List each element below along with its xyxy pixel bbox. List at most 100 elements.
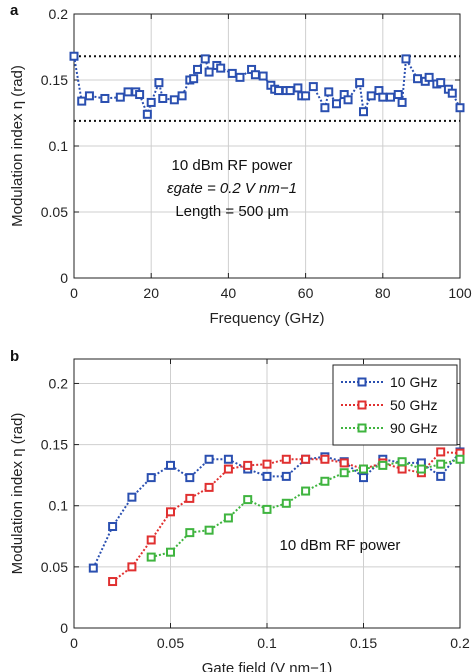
legend-marker [357, 377, 367, 387]
legend-marker [357, 400, 367, 410]
data-point [166, 507, 175, 517]
data-point [262, 471, 272, 481]
x-tick-label: 0.05 [157, 635, 184, 651]
data-point [88, 563, 98, 573]
y-tick-label: 0.2 [49, 375, 69, 391]
data-point [359, 107, 368, 117]
data-point [343, 95, 353, 105]
x-tick-label: 0 [70, 635, 78, 651]
x-tick-label: 0.2 [450, 635, 470, 651]
data-point [243, 460, 253, 470]
data-point [146, 552, 156, 562]
data-point [123, 87, 133, 97]
data-point [393, 90, 403, 100]
data-point [436, 471, 446, 481]
data-point [308, 82, 318, 92]
x-tick-label: 20 [143, 285, 159, 301]
data-point [200, 54, 210, 64]
data-point [169, 95, 179, 105]
x-tick-label: 0.1 [257, 635, 277, 651]
series-10-ghz [88, 447, 465, 573]
data-point [397, 464, 407, 474]
data-point [166, 547, 175, 557]
y-tick-label: 0.05 [41, 559, 68, 575]
data-point [262, 459, 272, 469]
data-point [447, 88, 457, 98]
data-point [223, 464, 233, 474]
data-point [158, 93, 168, 103]
data-point [397, 97, 407, 107]
data-point [185, 493, 195, 503]
y-tick-label: 0.15 [41, 437, 68, 453]
data-point [320, 454, 330, 464]
data-point [204, 454, 214, 464]
y-tick-label: 0.15 [41, 72, 68, 88]
data-point [69, 51, 79, 61]
x-tick-label: 0.15 [350, 635, 377, 651]
data-point [401, 54, 411, 64]
data-point [193, 64, 203, 74]
data-point [177, 91, 187, 101]
data-point [301, 454, 311, 464]
data-point [185, 528, 195, 538]
data-point [378, 92, 388, 102]
data-point [204, 525, 214, 535]
data-point [154, 78, 164, 88]
data-point [185, 473, 195, 483]
data-point [250, 70, 260, 80]
data-point [142, 109, 152, 119]
data-point [235, 72, 245, 82]
data-point [100, 93, 110, 103]
annotation-gate-field: εgate = 0.2 V nm−1 [167, 180, 297, 197]
data-point [243, 495, 253, 505]
data-point [127, 492, 137, 502]
annotation-power: 10 dBm RF power [172, 157, 293, 174]
y-tick-label: 0.2 [49, 6, 69, 22]
data-point [285, 86, 295, 96]
data-point [127, 562, 137, 572]
annotation-power: 10 dBm RF power [280, 537, 401, 554]
data-point [339, 458, 349, 468]
data-point [223, 454, 233, 464]
series-1 [69, 51, 465, 119]
annotation-length: Length = 500 μm [175, 203, 288, 220]
data-point [258, 71, 268, 81]
legend-label: 90 GHz [390, 420, 437, 436]
data-point [416, 464, 426, 474]
y-tick-label: 0.1 [49, 498, 69, 514]
x-axis-label: Frequency (GHz) [209, 310, 324, 327]
data-point [293, 83, 303, 93]
data-point [455, 103, 465, 113]
data-point [281, 498, 291, 508]
data-point [281, 454, 291, 464]
panel-a: a 0 20 40 60 80 100 0 0.05 0.1 0.15 0.2 Frequency (G… [9, 2, 472, 327]
data-point [108, 522, 118, 532]
data-point [216, 63, 226, 73]
panel-letter: b [10, 348, 19, 365]
data-point [386, 92, 396, 102]
data-point [146, 535, 156, 545]
data-point [227, 68, 237, 78]
data-point [301, 91, 311, 101]
data-point [223, 513, 233, 523]
data-point [436, 78, 446, 88]
data-point [301, 486, 311, 496]
data-point [189, 74, 199, 84]
data-point [413, 74, 423, 84]
data-point [204, 67, 214, 77]
data-point [77, 96, 87, 106]
data-point [281, 471, 291, 481]
y-tick-label: 0 [60, 620, 68, 636]
data-point [204, 482, 214, 492]
x-tick-label: 60 [298, 285, 314, 301]
data-point [424, 72, 434, 82]
x-tick-label: 0 [70, 285, 78, 301]
data-point [166, 460, 175, 470]
data-point [366, 91, 376, 101]
data-point [339, 468, 349, 478]
data-point [436, 447, 446, 457]
y-tick-label: 0.1 [49, 138, 69, 154]
y-tick-label: 0.05 [41, 204, 68, 220]
data-point [262, 504, 272, 514]
